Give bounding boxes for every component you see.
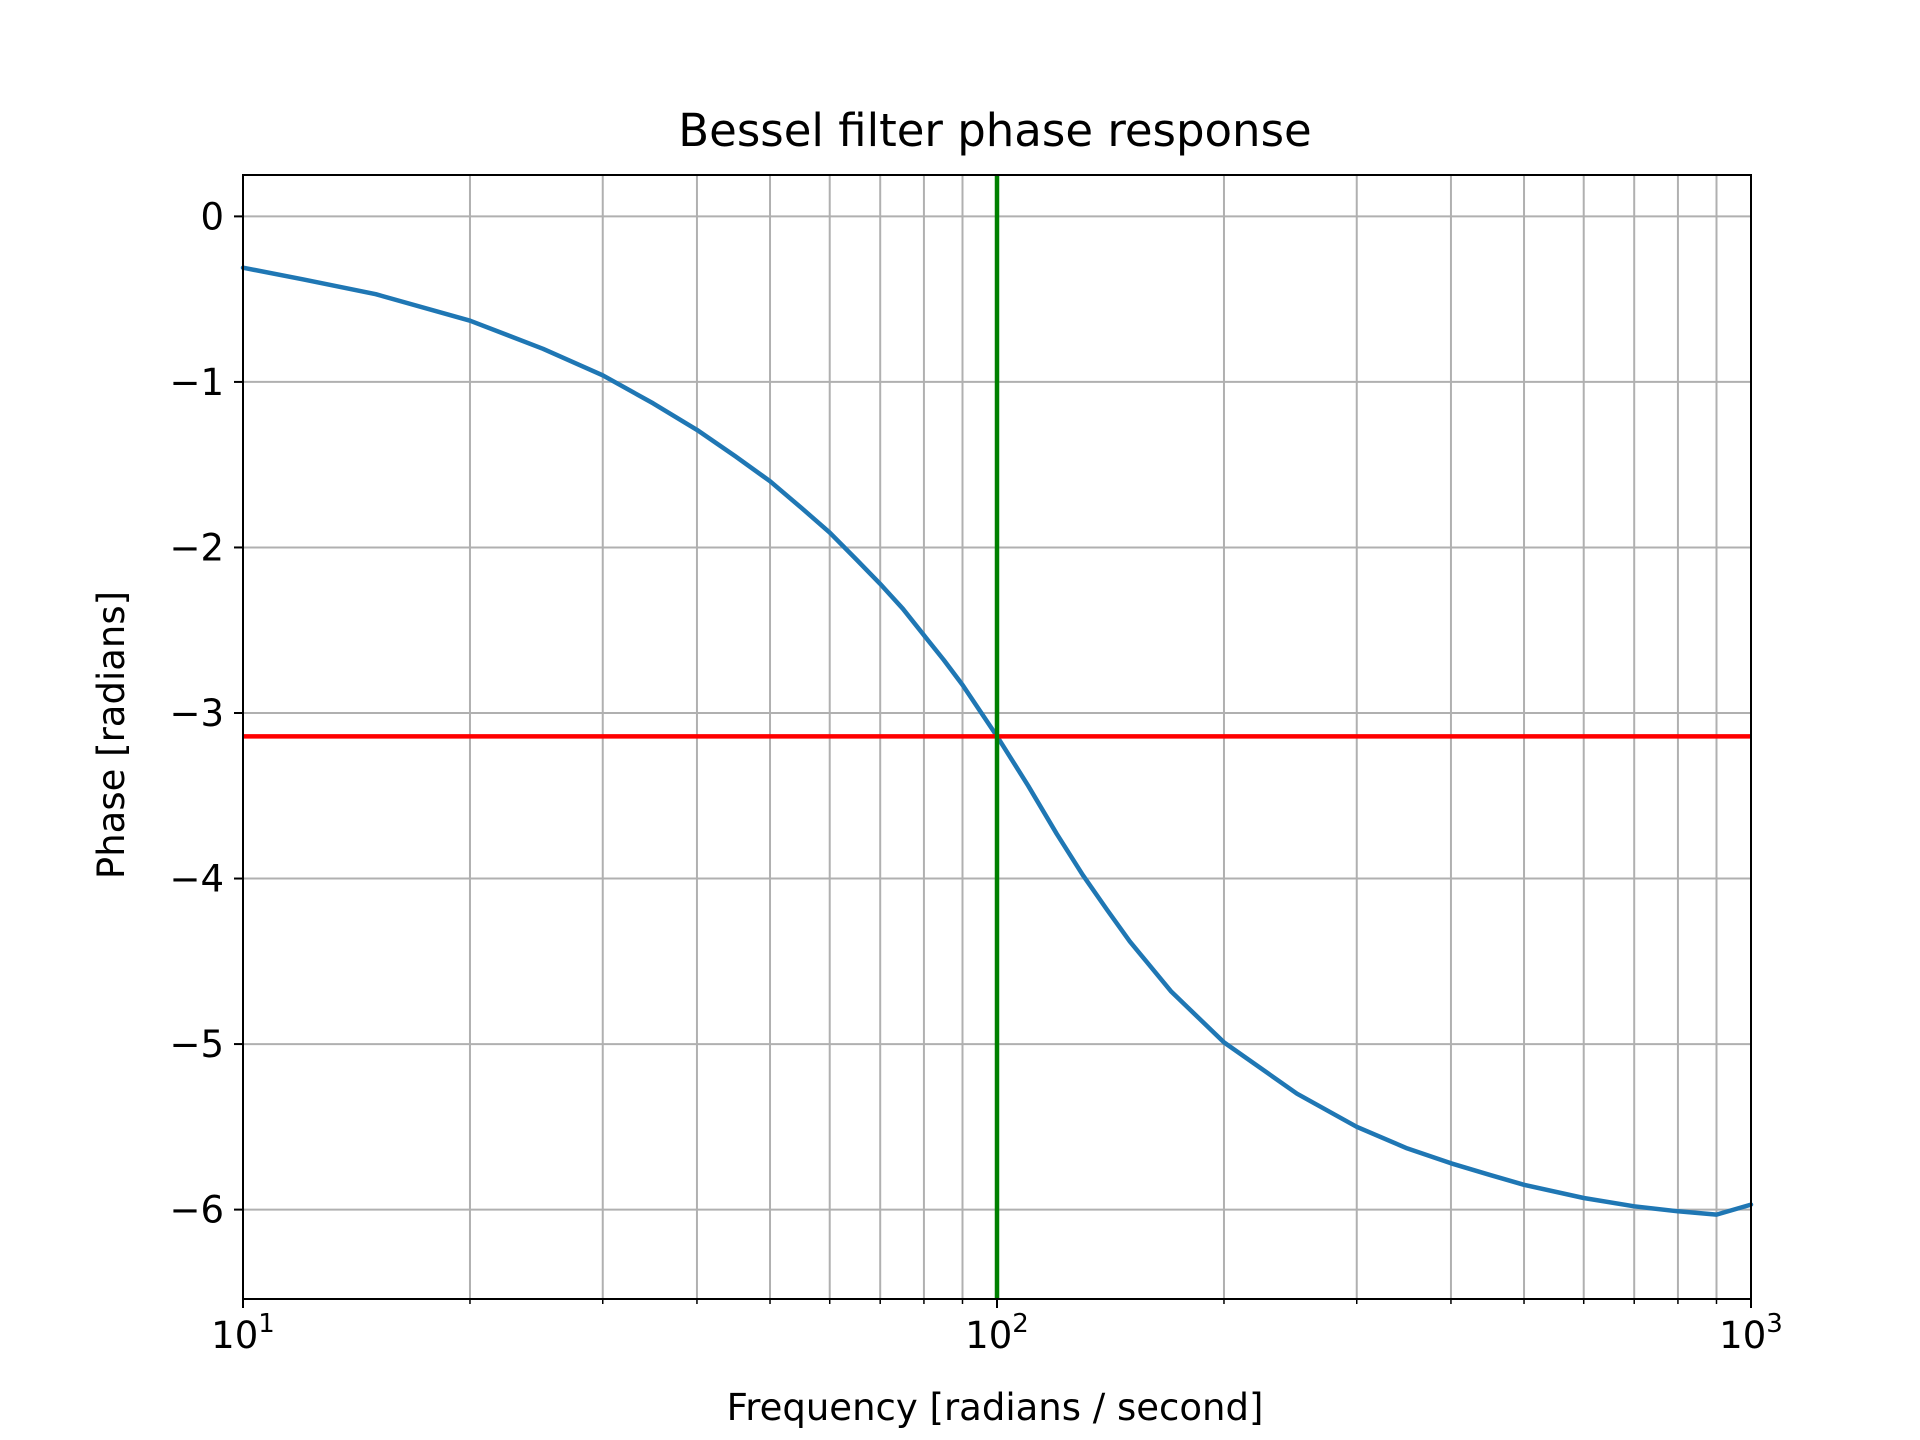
chart-title: Bessel filter phase response — [678, 104, 1311, 157]
reference-lines — [243, 175, 1751, 1299]
y-tick-label: −1 — [169, 361, 224, 404]
y-tick-label: −5 — [169, 1023, 224, 1066]
x-tick-label: 101 — [211, 1309, 275, 1357]
x-tick-label: 102 — [965, 1309, 1029, 1357]
y-tick-label: −3 — [169, 692, 224, 735]
y-tick-label: −6 — [169, 1189, 224, 1232]
y-tick-label: 0 — [200, 195, 224, 238]
y-tick-label: −4 — [169, 858, 224, 901]
x-axis-label: Frequency [radians / second] — [727, 1386, 1264, 1429]
phase-series-line — [240, 265, 1754, 1217]
axis-ticks: 101 102 103 0 −1 −2 −3 −4 −5 −6 — [169, 195, 1782, 1357]
y-tick-label: −2 — [169, 526, 224, 569]
series-layer — [240, 265, 1754, 1217]
y-axis-label: Phase [radians] — [90, 591, 133, 879]
x-tick-label: 103 — [1719, 1309, 1783, 1357]
